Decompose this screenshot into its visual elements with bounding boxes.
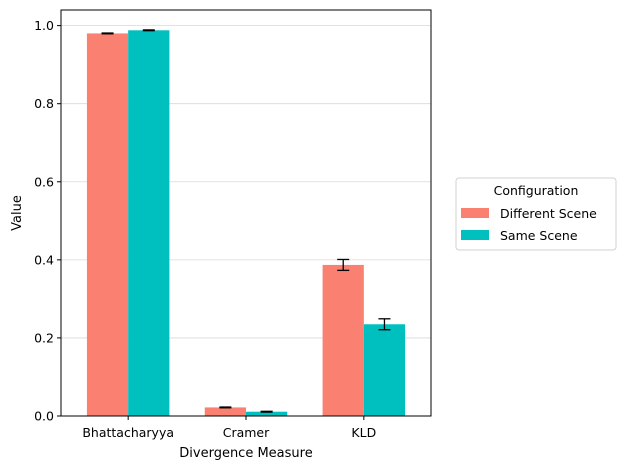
y-tick-label: 0.4: [34, 252, 54, 267]
error-bars: [101, 29, 391, 413]
y-tick-label: 0.6: [34, 174, 54, 189]
y-tick-label: 1.0: [34, 18, 54, 33]
x-tick-label: KLD: [351, 425, 376, 440]
bar: [128, 30, 170, 417]
bar: [246, 411, 288, 416]
legend-frame: [455, 177, 617, 251]
legend-swatch: [461, 230, 489, 240]
legend-items: Different Scene Same Scene: [461, 206, 597, 243]
legend-title: Configuration: [494, 183, 579, 198]
y-axis-title: Value: [10, 195, 25, 231]
x-tick-label: Cramer: [223, 425, 270, 440]
legend-entry-label: Same Scene: [500, 228, 578, 243]
x-tick-label: Bhattacharyya: [82, 425, 174, 440]
x-axis-title: Divergence Measure: [179, 446, 312, 461]
y-tick-label: 0.0: [34, 409, 54, 424]
legend-entry-label: Different Scene: [500, 206, 597, 221]
bar: [363, 324, 406, 416]
legend: Configuration Different Scene Same Scene: [455, 177, 617, 251]
y-tick-label: 0.2: [34, 330, 54, 345]
bar: [86, 33, 129, 417]
legend-swatch: [461, 208, 489, 218]
y-tick-label: 0.8: [34, 96, 54, 111]
bars: [86, 30, 406, 417]
axis-ticks: 0.0 0.2 0.4 0.6 0.8 1.0 Bhattacharyya Cramer KLD: [34, 18, 376, 440]
bar: [204, 407, 246, 416]
bar: [322, 264, 364, 416]
